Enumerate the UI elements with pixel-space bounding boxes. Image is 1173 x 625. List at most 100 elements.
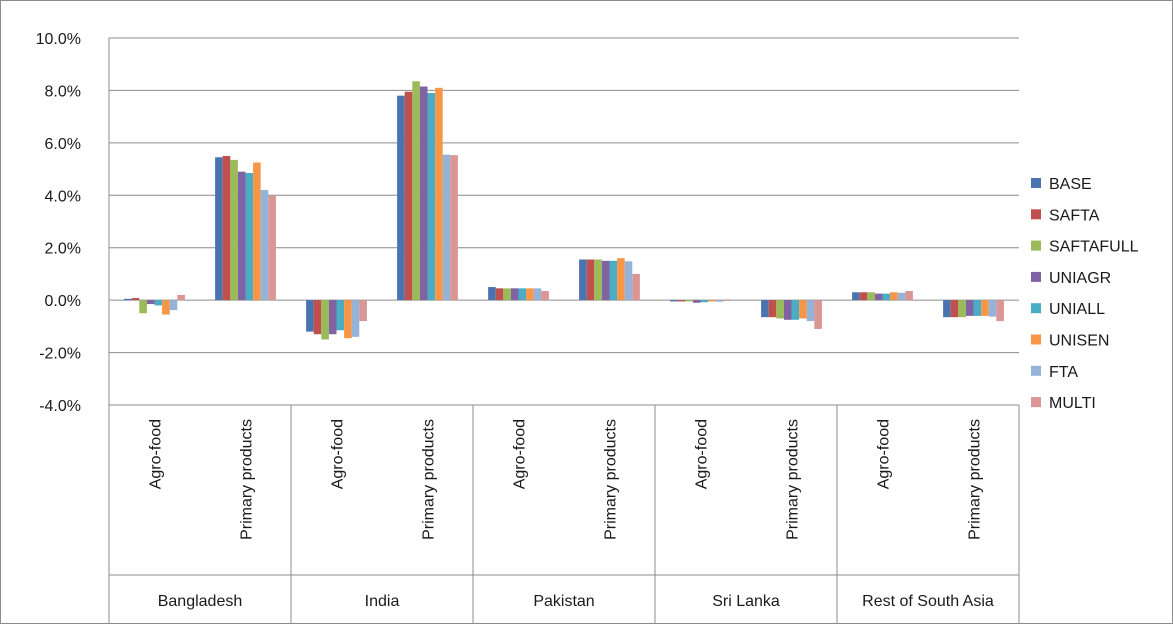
bar-saftafull xyxy=(321,300,329,340)
legend-label-unisen: UNISEN xyxy=(1049,333,1109,350)
bar-base xyxy=(215,157,223,301)
bar-saftafull xyxy=(139,300,147,314)
bar-uniagr xyxy=(419,86,428,301)
category-label: Agro-food xyxy=(330,419,347,489)
bar-safta xyxy=(222,155,231,301)
bar-base xyxy=(306,300,314,332)
bar-unisen xyxy=(890,292,898,301)
y-tick-label: 4.0% xyxy=(45,188,81,205)
bars xyxy=(124,81,1004,340)
y-tick-label: 6.0% xyxy=(45,136,81,153)
category-label: Primary products xyxy=(239,419,256,540)
legend-label-uniagr: UNIAGR xyxy=(1049,270,1111,287)
y-tick-label: 10.0% xyxy=(36,31,81,48)
legend-swatch-multi xyxy=(1031,397,1041,408)
legend-label-fta: FTA xyxy=(1049,364,1078,381)
group-label: India xyxy=(365,593,400,610)
bar-uniagr xyxy=(237,171,246,301)
bar-uniagr xyxy=(510,288,519,301)
bar-uniagr xyxy=(328,300,337,335)
bar-base xyxy=(579,259,587,301)
bar-base xyxy=(397,95,405,301)
bar-base xyxy=(124,298,132,301)
group-label: Bangladesh xyxy=(158,593,243,610)
bar-multi xyxy=(359,300,367,322)
bar-uniagr xyxy=(601,260,610,301)
bar-fta xyxy=(806,300,815,322)
legend-label-safta: SAFTA xyxy=(1049,207,1100,224)
bar-fta xyxy=(442,154,451,301)
group-label: Sri Lanka xyxy=(712,593,780,610)
category-label: Primary products xyxy=(603,419,620,540)
bar-uniall xyxy=(154,300,163,306)
bar-fta xyxy=(351,300,360,337)
category-label: Agro-food xyxy=(694,419,711,489)
bar-fta xyxy=(715,300,724,302)
bar-uniall xyxy=(700,300,709,303)
bar-unisen xyxy=(435,87,443,301)
bar-uniall xyxy=(882,293,891,301)
legend-label-uniall: UNIALL xyxy=(1049,301,1105,318)
bar-saftafull xyxy=(867,292,875,301)
bar-base xyxy=(761,300,769,318)
bar-safta xyxy=(768,300,777,318)
bar-fta xyxy=(988,300,997,317)
category-label: Agro-food xyxy=(512,419,529,489)
legend-swatch-unisen xyxy=(1031,334,1041,345)
bar-unisen xyxy=(253,162,261,301)
bar-unisen xyxy=(799,300,807,319)
axes xyxy=(108,38,1020,623)
bar-uniall xyxy=(973,300,982,316)
bar-safta xyxy=(495,288,504,301)
bar-multi xyxy=(177,294,185,301)
bar-saftafull xyxy=(503,288,511,301)
bar-uniall xyxy=(609,260,618,301)
bar-multi xyxy=(723,300,731,301)
y-tick-label: 8.0% xyxy=(45,83,81,100)
bar-uniagr xyxy=(965,300,974,316)
bar-saftafull xyxy=(776,300,784,319)
legend-swatch-saftafull xyxy=(1031,240,1041,251)
group-label: Rest of South Asia xyxy=(862,593,994,610)
bar-uniagr xyxy=(874,293,883,301)
category-label: Primary products xyxy=(785,419,802,540)
bar-saftafull xyxy=(412,81,420,301)
bar-multi xyxy=(632,273,640,301)
bar-saftafull xyxy=(958,300,966,318)
bar-unisen xyxy=(708,300,716,302)
bar-safta xyxy=(313,300,322,335)
bar-safta xyxy=(677,300,686,302)
bar-base xyxy=(670,300,678,302)
bar-unisen xyxy=(617,258,625,301)
bar-multi xyxy=(814,300,822,329)
legend: BASE SAFTA SAFTAFULL UNIAGR UNIALL UNISEN FTA M… xyxy=(1031,176,1139,412)
bar-uniagr xyxy=(692,300,701,303)
bar-uniagr xyxy=(783,300,792,320)
bar-fta xyxy=(533,288,542,301)
bar-uniall xyxy=(336,300,345,331)
group-label: Pakistan xyxy=(533,593,594,610)
bar-base xyxy=(488,287,496,301)
legend-label-multi: MULTI xyxy=(1049,395,1096,412)
legend-swatch-uniall xyxy=(1031,303,1041,314)
bar-multi xyxy=(996,300,1004,322)
bar-fta xyxy=(260,190,269,301)
category-label: Agro-food xyxy=(876,419,893,489)
legend-swatch-uniagr xyxy=(1031,271,1041,282)
bar-uniagr xyxy=(146,300,155,305)
legend-swatch-base xyxy=(1031,178,1041,188)
bar-uniall xyxy=(791,300,800,320)
y-tick-label: -2.0% xyxy=(39,346,81,363)
bar-multi xyxy=(905,290,913,301)
bar-safta xyxy=(131,298,140,301)
bar-unisen xyxy=(162,300,170,315)
bar-fta xyxy=(624,261,633,301)
bar-saftafull xyxy=(230,159,238,301)
y-tick-label: 2.0% xyxy=(45,241,81,258)
bar-safta xyxy=(950,300,959,318)
bar-multi xyxy=(450,155,458,301)
bar-safta xyxy=(404,91,413,301)
category-label: Agro-food xyxy=(148,419,165,489)
bar-safta xyxy=(586,259,595,301)
